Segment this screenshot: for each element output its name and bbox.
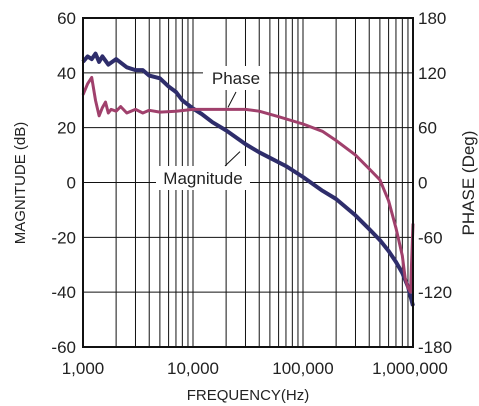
x-tick-label: 100,000 bbox=[272, 359, 333, 378]
y-right-tick-label: 60 bbox=[418, 119, 437, 138]
y-left-tick-labels: 60 40 20 0 -20 -40 -60 bbox=[51, 9, 76, 357]
annotation-label-phase: Phase bbox=[212, 69, 260, 88]
y-left-tick-label: 20 bbox=[57, 119, 76, 138]
series-line-magnitude bbox=[81, 51, 415, 307]
y-left-axis-title: MAGNITUDE (dB) bbox=[12, 122, 29, 245]
x-tick-label: 1,000,000 bbox=[372, 359, 448, 378]
y-right-tick-label: 180 bbox=[418, 9, 446, 28]
annotations: Phase Magnitude bbox=[156, 66, 269, 190]
y-left-tick-label: 60 bbox=[57, 9, 76, 28]
y-left-tick-label: -20 bbox=[51, 228, 76, 247]
y-right-tick-label: -120 bbox=[418, 283, 452, 302]
annotation-bg-phase bbox=[203, 66, 269, 90]
y-right-tick-labels: 180 120 60 0 -60 -120 -180 bbox=[418, 9, 452, 357]
annotation-leader-magnitude bbox=[224, 151, 241, 167]
annotation-leader-phase bbox=[227, 91, 237, 108]
y-right-tick-label: 0 bbox=[418, 174, 427, 193]
series-line-phase bbox=[81, 75, 415, 294]
annotation-label-magnitude: Magnitude bbox=[163, 169, 242, 188]
x-axis-title: FREQUENCY(Hz) bbox=[187, 387, 310, 404]
y-right-tick-label: -180 bbox=[418, 338, 452, 357]
x-tick-labels: 1,000 10,000 100,000 1,000,000 bbox=[62, 359, 448, 378]
x-tick-label: 1,000 bbox=[62, 359, 105, 378]
y-right-axis-title: PHASE (Deg) bbox=[459, 131, 478, 236]
y-left-tick-label: 0 bbox=[67, 174, 76, 193]
y-left-tick-label: -60 bbox=[51, 338, 76, 357]
y-right-tick-label: 120 bbox=[418, 64, 446, 83]
plot-frame bbox=[82, 17, 414, 348]
series-layer bbox=[81, 51, 415, 307]
x-tick-label: 10,000 bbox=[167, 359, 219, 378]
y-left-tick-label: -40 bbox=[51, 283, 76, 302]
annotation-bg-magnitude bbox=[156, 166, 250, 190]
y-left-tick-label: 40 bbox=[57, 64, 76, 83]
y-right-tick-label: -60 bbox=[418, 228, 443, 247]
